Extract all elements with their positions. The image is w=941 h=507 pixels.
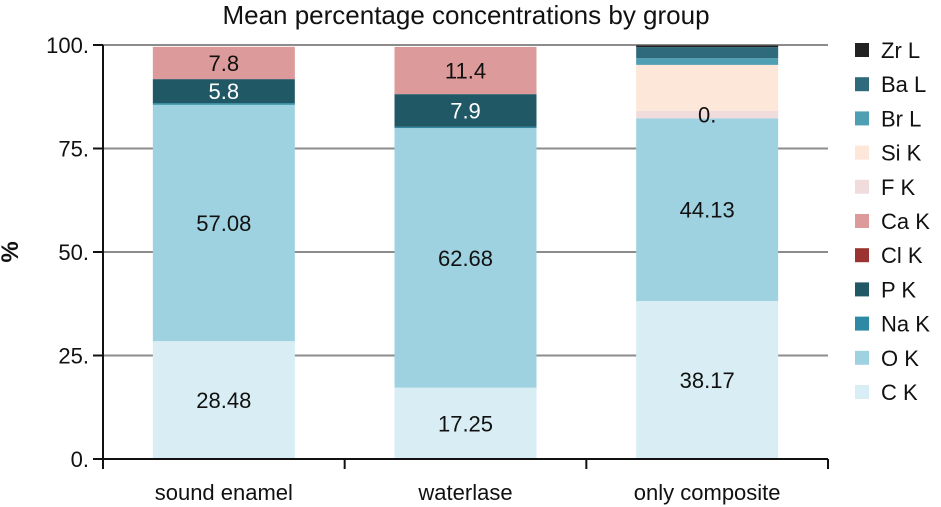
legend-swatch bbox=[855, 43, 869, 57]
data-label: 44.13 bbox=[680, 198, 735, 223]
legend-swatch bbox=[855, 77, 869, 92]
legend-label: Ca K bbox=[881, 209, 930, 234]
legend-label: C K bbox=[881, 380, 918, 405]
bar-segment bbox=[636, 47, 779, 59]
bar-segment bbox=[636, 118, 779, 301]
legend-swatch bbox=[855, 179, 869, 194]
y-tick-label: 25. bbox=[58, 344, 89, 369]
bar-segment bbox=[394, 128, 537, 388]
data-label: 11.4 bbox=[445, 59, 486, 84]
bar-segment bbox=[636, 58, 779, 65]
legend-label: Br L bbox=[881, 106, 921, 131]
y-tick-label: 100. bbox=[46, 33, 89, 58]
bar-segment bbox=[636, 64, 779, 111]
axes: 0. 25. 50. 75. 100. sound enamel waterlase only… bbox=[46, 33, 829, 505]
legend-swatch bbox=[855, 214, 869, 228]
legend-swatch bbox=[855, 145, 869, 160]
data-label: 28.48 bbox=[196, 388, 251, 413]
bar-segment bbox=[636, 110, 779, 119]
y-axis-label: % bbox=[0, 241, 24, 262]
data-label: 0. bbox=[698, 103, 716, 128]
legend-swatch bbox=[855, 111, 869, 126]
y-tick-label: 75. bbox=[58, 137, 89, 162]
data-label: 7.9 bbox=[450, 98, 481, 123]
data-label: 5.8 bbox=[209, 79, 240, 104]
bar-segment bbox=[152, 46, 295, 80]
y-tick-label: 0. bbox=[71, 447, 89, 472]
legend-label: Ba L bbox=[881, 72, 926, 97]
legend-swatch bbox=[855, 316, 869, 331]
legend-label: Na K bbox=[881, 312, 930, 337]
data-label: 38.17 bbox=[680, 368, 735, 393]
bars: 28.48 57.08 5.8 7.8 17.25 62.68 7.9 11.4 38.17 44… bbox=[152, 45, 779, 459]
legend-swatch bbox=[855, 350, 869, 365]
legend-swatch bbox=[855, 248, 869, 263]
legend: C K O K Na K P K Cl K Ca K F K Si K Br L Ba L Zr L bbox=[855, 38, 930, 405]
bar-segment bbox=[152, 79, 295, 104]
legend-label: Zr L bbox=[881, 38, 920, 63]
chart-title: Mean percentage concentrations by group bbox=[222, 0, 709, 30]
data-label: 62.68 bbox=[438, 246, 493, 271]
y-tick-label: 50. bbox=[58, 240, 89, 265]
legend-label: Si K bbox=[881, 141, 922, 166]
bar-segment bbox=[152, 341, 295, 459]
bar-segment bbox=[394, 126, 537, 129]
legend-label: O K bbox=[881, 346, 919, 371]
bar-segment bbox=[636, 45, 779, 48]
legend-label: P K bbox=[881, 277, 916, 302]
x-tick-label: waterlase bbox=[417, 480, 512, 505]
legend-label: F K bbox=[881, 175, 916, 200]
bar-segment bbox=[394, 387, 537, 459]
bar-segment bbox=[152, 103, 295, 105]
x-tick-label: only composite bbox=[634, 480, 781, 505]
bar-segment bbox=[636, 300, 779, 459]
bar-segment bbox=[394, 46, 537, 95]
data-label: 7.8 bbox=[209, 51, 240, 76]
legend-label: Cl K bbox=[881, 243, 923, 268]
x-tick-label: sound enamel bbox=[155, 480, 293, 505]
data-label: 57.08 bbox=[196, 211, 251, 236]
data-label: 17.25 bbox=[438, 411, 493, 436]
bar-segment bbox=[152, 104, 295, 342]
legend-swatch bbox=[855, 282, 869, 297]
bar-segment bbox=[394, 94, 537, 127]
legend-swatch bbox=[855, 385, 869, 399]
